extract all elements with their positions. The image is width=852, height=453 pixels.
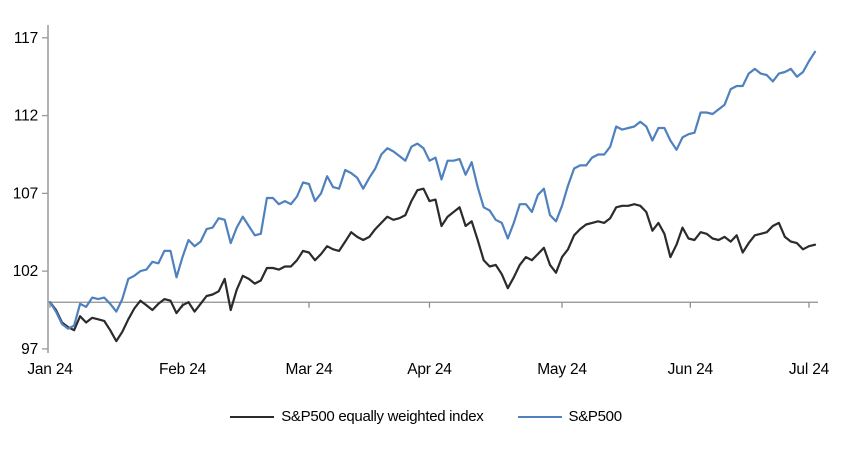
chart-canvas: 97 102 107 112 117 Jan 24 Feb 24 Mar 24 Apr 24 Ma… <box>13 25 830 378</box>
x-axis-tick-label: Feb 24 <box>159 361 207 378</box>
sp500-line-swatch-icon <box>517 415 562 418</box>
chart-legend: S&P500 equally weighted index S&P500 <box>0 408 852 425</box>
y-axis-tick-label: 117 <box>14 30 38 47</box>
y-axis-tick-label: 102 <box>13 263 38 280</box>
x-axis-tick-label: Mar 24 <box>285 361 333 378</box>
legend-item-sp500: S&P500 <box>517 408 623 425</box>
y-axis-tick-label: 112 <box>14 108 38 125</box>
equal-weight-line-swatch-icon <box>230 415 275 418</box>
x-axis-tick-label: Jan 24 <box>27 361 73 378</box>
legend-label-sp500: S&P500 <box>568 408 623 425</box>
x-axis-tick-label: Apr 24 <box>407 361 452 378</box>
x-axis-tick-label: Jun 24 <box>668 361 714 378</box>
x-axis-tick-label: Jul 24 <box>789 361 830 378</box>
x-axis-tick-label: May 24 <box>537 361 587 378</box>
sp500-line <box>48 50 817 330</box>
equal-weight-index-line <box>48 187 817 343</box>
y-axis-tick-label: 107 <box>13 185 38 202</box>
y-axis-tick-label: 97 <box>21 341 38 358</box>
legend-label-equal-weight: S&P500 equally weighted index <box>281 408 484 425</box>
legend-item-equal-weight: S&P500 equally weighted index <box>230 408 484 425</box>
